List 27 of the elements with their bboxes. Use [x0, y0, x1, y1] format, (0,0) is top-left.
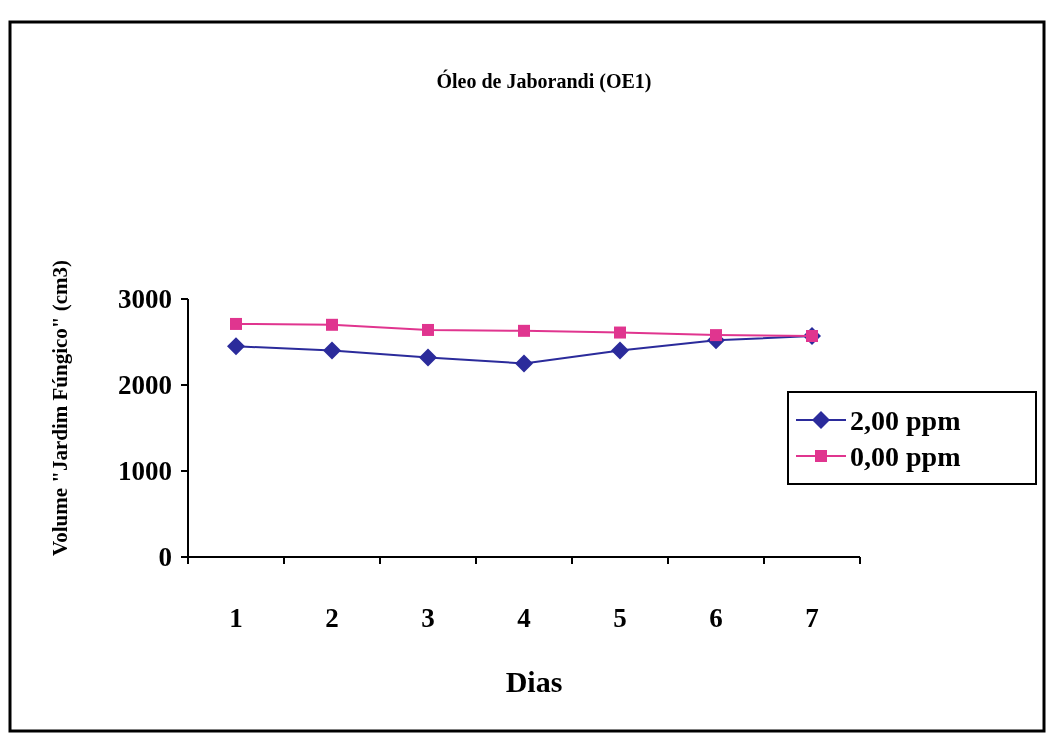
- y-tick-label: 2000: [118, 370, 172, 401]
- point: [518, 324, 530, 337]
- y-tick-label: 1000: [118, 456, 172, 487]
- x-tick-label: 6: [709, 603, 723, 633]
- x-tick-label: 1: [229, 603, 243, 633]
- point: [323, 341, 341, 360]
- x-tick-label: 3: [421, 603, 435, 633]
- point: [326, 318, 338, 331]
- point: [227, 337, 245, 356]
- point: [710, 329, 722, 342]
- y-tick-label: 0: [158, 542, 172, 573]
- point: [422, 323, 434, 336]
- legend-label: 0,00 ppm: [850, 440, 961, 472]
- point: [419, 348, 437, 367]
- y-axis-title: Volume "Jardim Fúngico" (cm3): [48, 259, 73, 557]
- point: [611, 341, 629, 360]
- point: [230, 317, 242, 330]
- point: [515, 354, 533, 373]
- x-tick-label: 5: [613, 603, 627, 633]
- x-tick-label: 7: [805, 603, 819, 633]
- legend-label: 2,00 ppm: [850, 404, 961, 436]
- x-axis-title: Dias: [505, 665, 563, 698]
- y-tick-label: 3000: [118, 284, 172, 315]
- x-tick-label: 2: [325, 603, 339, 633]
- point: [614, 326, 626, 339]
- x-tick-label: 4: [517, 603, 531, 633]
- chart-title: Óleo de Jaborandi (OE1): [436, 69, 652, 93]
